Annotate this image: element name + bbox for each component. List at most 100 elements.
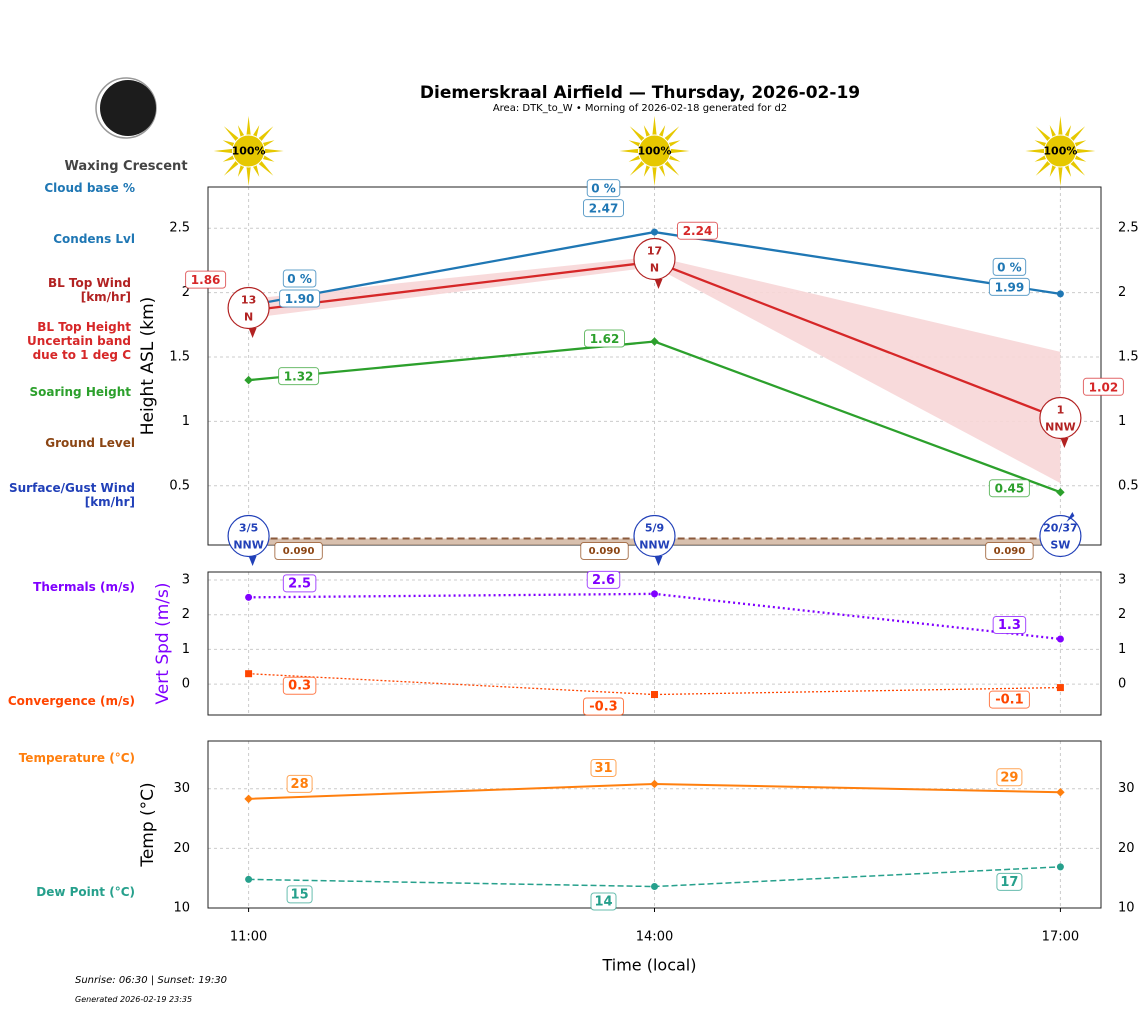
sun-disc bbox=[638, 134, 671, 168]
bl-top-wind-arrow-icon bbox=[248, 328, 257, 338]
y-tick-label-right: 2 bbox=[1118, 607, 1126, 622]
sun-times: Sunrise: 06:30 | Sunset: 19:30 bbox=[75, 975, 228, 986]
condens-value-label-box bbox=[279, 289, 321, 308]
thermals-value-label-box bbox=[586, 570, 621, 589]
bl_top-value-label-box bbox=[677, 221, 718, 240]
thermals-value-label-box bbox=[282, 574, 317, 593]
sun-ray bbox=[1025, 148, 1047, 154]
convergence-point bbox=[245, 670, 253, 678]
y-tick-label-right: 1.5 bbox=[1118, 349, 1139, 364]
soaring-point bbox=[650, 337, 659, 346]
label-ground: Ground Level bbox=[45, 436, 135, 450]
soaring-value-label: 1.62 bbox=[590, 332, 620, 346]
y-tick-label-right: 20 bbox=[1118, 841, 1135, 856]
sun-ray bbox=[652, 116, 657, 138]
ground-level-label-box bbox=[274, 542, 323, 560]
bl_top-value-label: 1.02 bbox=[1089, 380, 1119, 394]
soaring-point bbox=[244, 375, 253, 385]
bl_top-value-label: 1.86 bbox=[191, 273, 221, 287]
y-tick-label-left: 2 bbox=[182, 607, 190, 622]
y-tick-label-left: 3 bbox=[182, 572, 190, 587]
y-tick-label-right: 2 bbox=[1118, 285, 1126, 300]
sun-cloud-percent: 100% bbox=[1043, 145, 1077, 158]
surface-wind-circle bbox=[227, 514, 270, 558]
dew_point-value-label: 15 bbox=[291, 887, 309, 902]
temperature-point bbox=[244, 794, 253, 804]
thermals-value-label: 1.3 bbox=[998, 618, 1021, 633]
x-tick-label: 14:00 bbox=[636, 930, 673, 945]
y-axis-label: Temp (°C) bbox=[138, 782, 158, 867]
label-surface-wind: Surface/Gust Wind [km/hr] bbox=[9, 481, 135, 509]
soaring-point bbox=[1056, 487, 1065, 497]
sun-ray bbox=[223, 159, 241, 176]
condens-value-label: 2.47 bbox=[589, 202, 619, 216]
sun-ray bbox=[1058, 116, 1063, 138]
soaring-value-label: 1.32 bbox=[284, 370, 314, 384]
bl-top-wind-arrow-icon bbox=[1060, 438, 1069, 448]
bl-top-wind-direction: N bbox=[244, 311, 253, 324]
surface-wind-arrow-icon bbox=[1066, 512, 1075, 522]
sun-ray bbox=[1068, 159, 1086, 176]
surface-wind-speed: 3/5 bbox=[239, 522, 258, 535]
bl-top-wind-circle bbox=[227, 286, 270, 330]
chart-subtitle: Area: DTK_to_W • Morning of 2026-02-18 g… bbox=[492, 103, 788, 114]
label-thermals: Thermals (m/s) bbox=[33, 580, 135, 594]
y-tick-label-left: 0.5 bbox=[169, 478, 190, 493]
sun-icon bbox=[1025, 116, 1096, 186]
thermals-point bbox=[245, 593, 253, 601]
temperature-value-label-box bbox=[996, 768, 1023, 787]
temperature-value-label-box bbox=[286, 774, 313, 793]
y-tick-label-left: 10 bbox=[173, 901, 190, 916]
surface-wind-arrow-icon bbox=[654, 556, 663, 566]
y-tick-label-left: 1.5 bbox=[169, 349, 190, 364]
temperature-value-label: 28 bbox=[291, 777, 309, 792]
ground-level-label: 0.090 bbox=[283, 546, 315, 557]
thermals-point bbox=[651, 590, 658, 598]
sun-ray bbox=[262, 148, 284, 154]
convergence-value-label: -0.1 bbox=[995, 693, 1023, 708]
x-axis-label: Time (local) bbox=[601, 956, 696, 975]
sun-ray bbox=[662, 159, 680, 176]
bl-top-wind-circle bbox=[1039, 396, 1082, 440]
soaring-value-label: 0.45 bbox=[995, 482, 1025, 496]
chart-title: Diemerskraal Airfield — Thursday, 2026-0… bbox=[419, 83, 861, 103]
dew_point-point bbox=[1056, 863, 1064, 871]
y-tick-label-left: 0 bbox=[182, 677, 190, 692]
thermals-value-label: 2.6 bbox=[592, 573, 615, 588]
cloud-base-label-box bbox=[282, 269, 317, 288]
label-convergence: Convergence (m/s) bbox=[7, 694, 135, 708]
convergence-line bbox=[248, 673, 1061, 696]
bl-top-wind-direction: NNW bbox=[1045, 421, 1076, 434]
dew_point-value-label-box bbox=[996, 872, 1023, 891]
y-tick-label-left: 2.5 bbox=[169, 221, 190, 236]
sun-ray bbox=[662, 126, 680, 143]
bl-top-uncertainty-band bbox=[248, 256, 1061, 484]
sun-ray bbox=[1035, 159, 1053, 176]
surface-wind-direction: NNW bbox=[639, 539, 670, 552]
dew_point-value-label: 14 bbox=[594, 895, 612, 910]
thermals-value-label: 2.5 bbox=[288, 576, 311, 591]
y-tick-label-right: 0.5 bbox=[1118, 478, 1139, 493]
sun-ray bbox=[256, 126, 274, 143]
bl_top-value-label: 2.24 bbox=[683, 224, 713, 238]
surface-wind-circle bbox=[633, 514, 676, 558]
label-temperature: Temperature (°C) bbox=[18, 751, 135, 765]
dew_point-value-label-box bbox=[286, 885, 313, 904]
sun-ray bbox=[652, 164, 657, 186]
label-condens: Condens Lvl bbox=[53, 232, 135, 246]
soaring-value-label-box bbox=[584, 329, 625, 348]
cloud-base-label: 0 % bbox=[997, 260, 1022, 274]
convergence-value-label: -0.3 bbox=[589, 700, 617, 715]
x-tick-label: 11:00 bbox=[230, 930, 267, 945]
cloud-base-label-box bbox=[992, 257, 1027, 276]
sun-ray bbox=[629, 126, 647, 143]
convergence-point bbox=[651, 691, 658, 699]
cloud-base-label: 0 % bbox=[591, 182, 616, 196]
surface-wind-arrow-icon bbox=[248, 556, 257, 566]
bl-top-wind-speed: 13 bbox=[241, 294, 256, 307]
ground-level-label-box bbox=[580, 542, 629, 560]
temperature-point bbox=[1056, 788, 1065, 797]
sun-cloud-percent: 100% bbox=[638, 145, 672, 158]
temperature-value-label: 31 bbox=[594, 761, 612, 776]
